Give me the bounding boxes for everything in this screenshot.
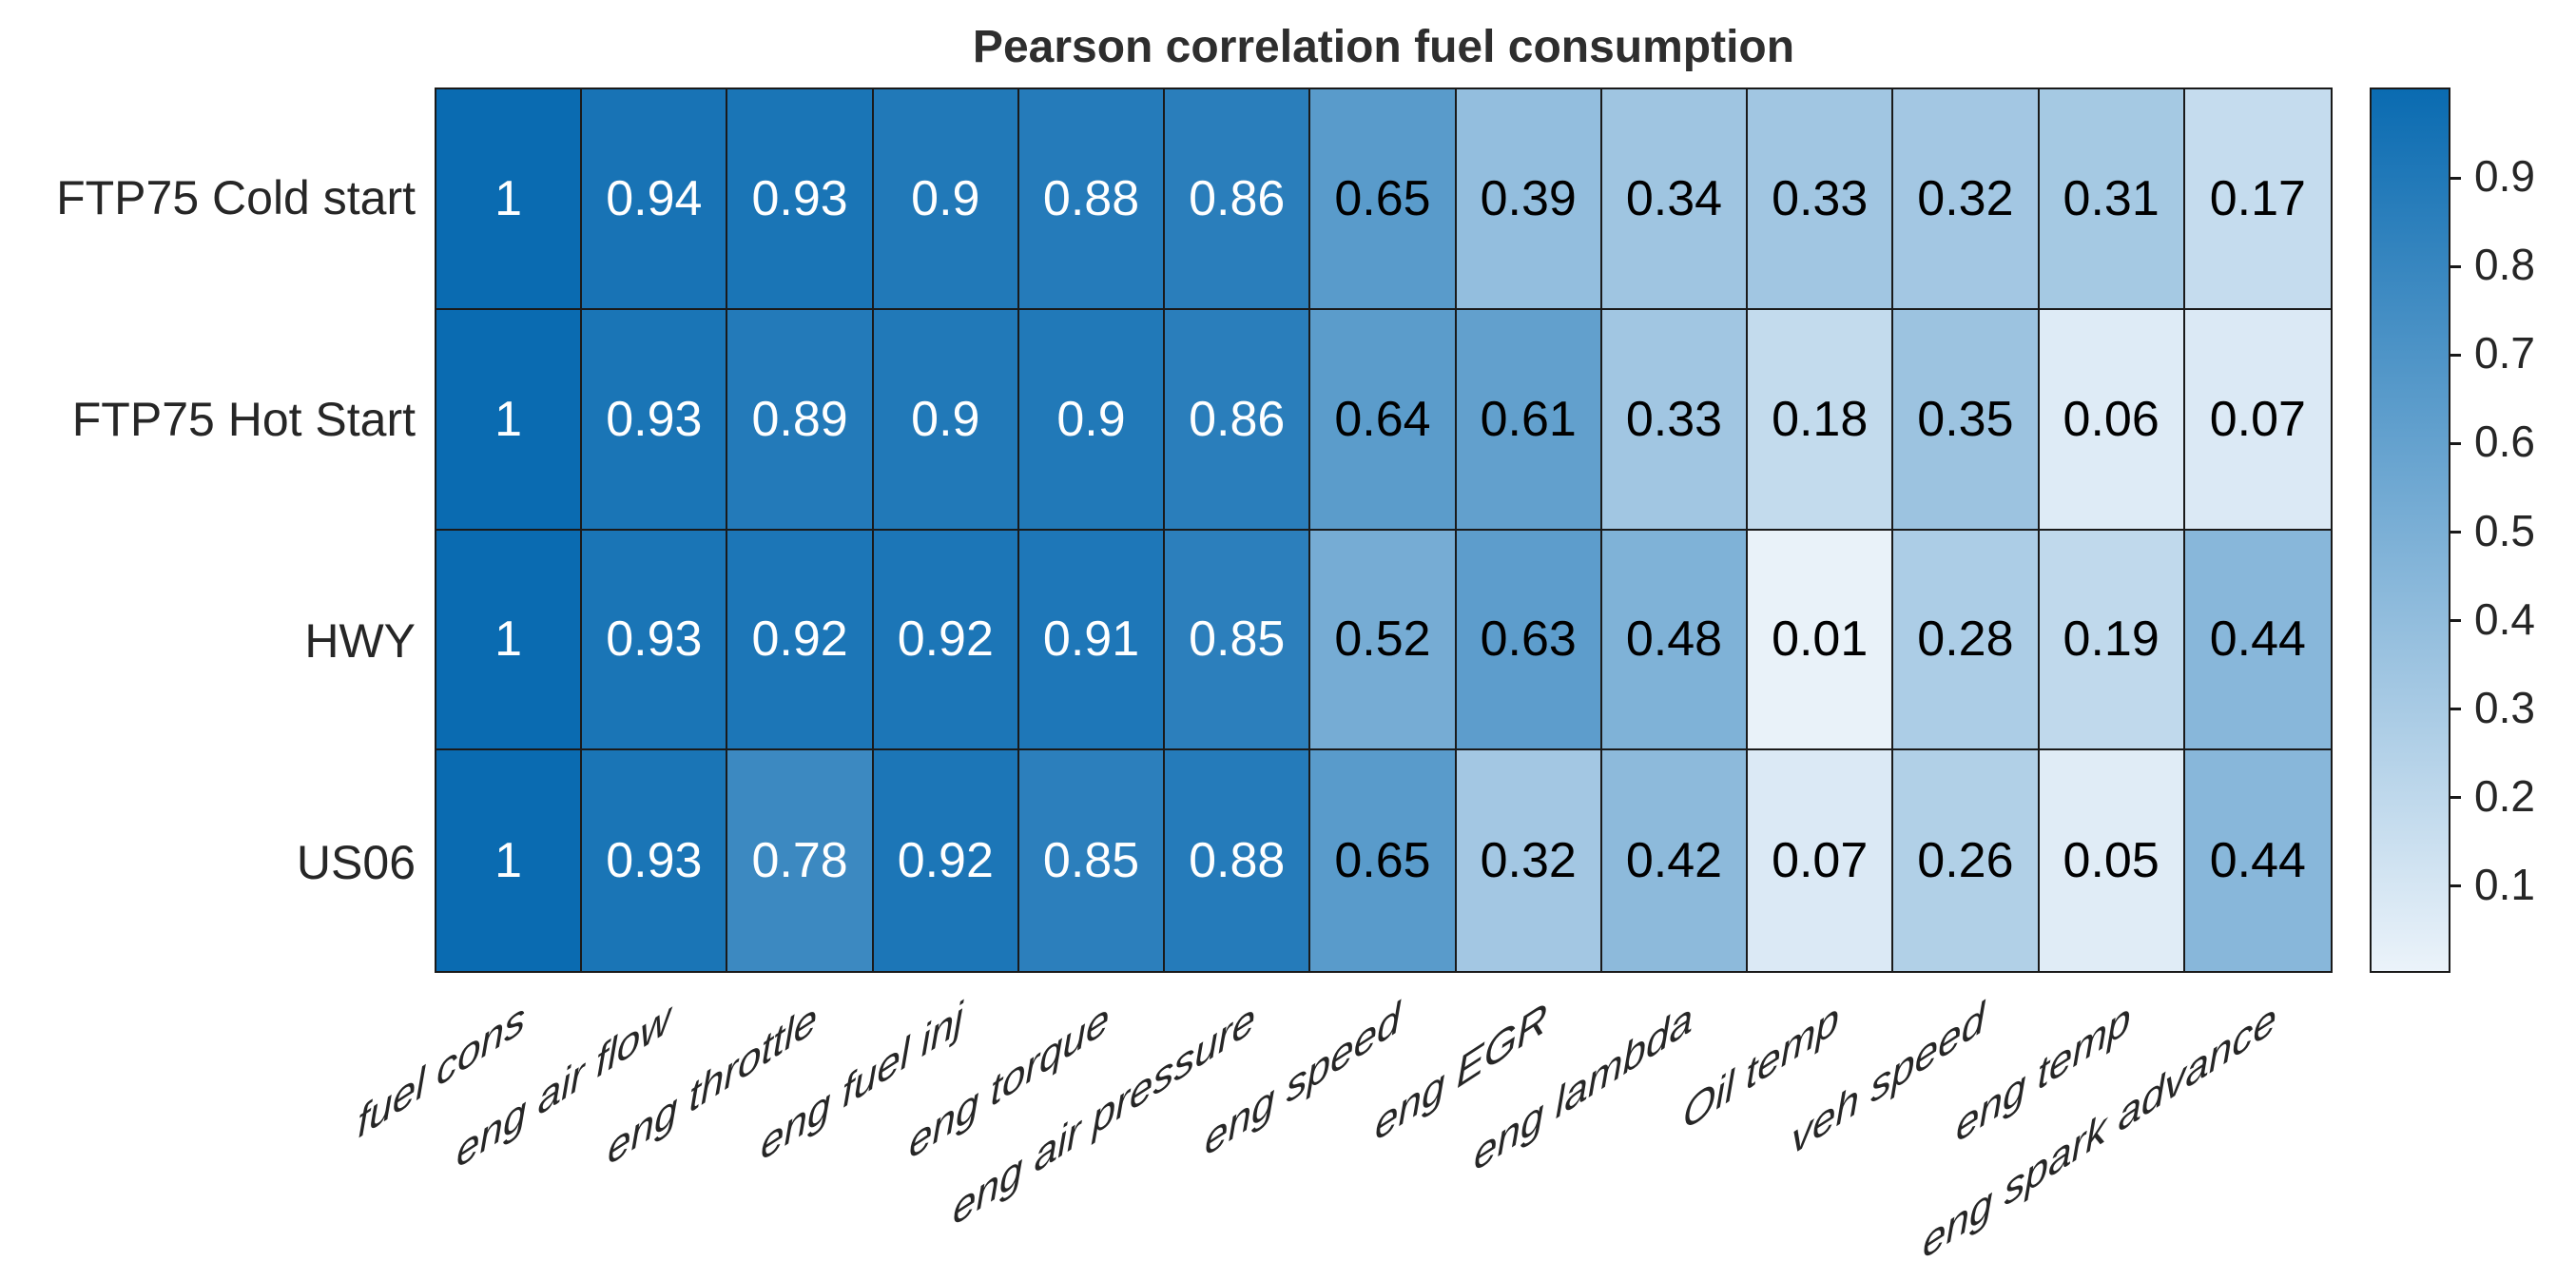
colorbar-tick	[2449, 708, 2461, 711]
colorbar-tick	[2449, 796, 2461, 800]
heatmap-cell: 0.44	[2184, 750, 2331, 971]
heatmap-cell: 0.9	[873, 89, 1019, 310]
colorbar-tick-label: 0.5	[2474, 505, 2535, 555]
heatmap-cell: 0.86	[1165, 309, 1311, 531]
colorbar-tick-label: 0.2	[2474, 770, 2535, 821]
heatmap-cell: 0.32	[1456, 750, 1602, 971]
heatmap-cell: 0.78	[727, 750, 874, 971]
heatmap-cell: 0.26	[1893, 750, 2040, 971]
colorbar-tick-label: 0.8	[2474, 240, 2535, 290]
heatmap-cell: 1	[436, 530, 583, 751]
heatmap-cell: 0.17	[2184, 89, 2331, 310]
heatmap-grid: 1 0.94 0.93 0.9 0.88 0.86 0.65 0.39 0.34 0.33 0.32…	[435, 87, 2333, 973]
heatmap-cell: 0.35	[1893, 309, 2040, 531]
heatmap-cell: 0.91	[1018, 530, 1166, 751]
chart-title: Pearson correlation fuel consumption	[972, 22, 1795, 72]
heatmap-cell: 0.07	[2184, 309, 2331, 531]
heatmap-cell: 0.61	[1456, 309, 1602, 531]
heatmap-cell: 0.28	[1893, 530, 2040, 751]
heatmap-cell: 0.85	[1165, 530, 1311, 751]
heatmap-cell: 0.92	[873, 530, 1019, 751]
heatmap-cell: 0.93	[582, 530, 728, 751]
heatmap-cell: 0.33	[1748, 89, 1894, 310]
heatmap-cell: 0.32	[1893, 89, 2040, 310]
heatmap-cell: 0.44	[2184, 530, 2331, 751]
heatmap-cell: 0.94	[582, 89, 728, 310]
heatmap-cell: 1	[436, 750, 583, 971]
heatmap-cell: 0.92	[727, 530, 874, 751]
colorbar-tick	[2449, 176, 2461, 180]
heatmap-cell: 0.65	[1310, 750, 1457, 971]
heatmap-cell: 0.93	[582, 750, 728, 971]
heatmap-cell: 0.48	[1601, 530, 1749, 751]
heatmap-cell: 0.88	[1018, 89, 1166, 310]
colorbar	[2370, 87, 2461, 973]
heatmap-cell: 0.06	[2039, 309, 2185, 531]
column-label: eng spark advance	[1923, 993, 2277, 1262]
heatmap-cell: 0.65	[1310, 89, 1457, 310]
heatmap-cell: 0.93	[582, 309, 728, 531]
heatmap-cell: 0.88	[1165, 750, 1311, 971]
heatmap-cell: 0.07	[1748, 750, 1894, 971]
heatmap-cell: 0.42	[1601, 750, 1749, 971]
heatmap-cell: 0.52	[1310, 530, 1457, 751]
row-label: US06	[296, 835, 416, 889]
heatmap-cell: 1	[436, 89, 583, 310]
heatmap-cell: 0.86	[1165, 89, 1311, 310]
colorbar-tick-label: 0.1	[2474, 859, 2535, 909]
colorbar-tick-label: 0.6	[2474, 417, 2535, 467]
row-label: HWY	[304, 613, 416, 668]
heatmap-cell: 0.85	[1018, 750, 1166, 971]
heatmap-cell: 0.9	[873, 309, 1019, 531]
colorbar-tick	[2449, 264, 2461, 268]
heatmap-cell: 0.34	[1601, 89, 1749, 310]
heatmap-cell: 0.93	[727, 89, 874, 310]
colorbar-tick-label: 0.4	[2474, 593, 2535, 644]
colorbar-tick	[2449, 353, 2461, 357]
colorbar-tick	[2449, 884, 2461, 888]
heatmap-cell: 0.31	[2039, 89, 2185, 310]
colorbar-tick-label: 0.3	[2474, 682, 2535, 732]
row-label: FTP75 Cold start	[56, 171, 416, 225]
heatmap-cell: 0.05	[2039, 750, 2185, 971]
row-label: FTP75 Hot Start	[71, 393, 416, 447]
heatmap-cell: 0.19	[2039, 530, 2185, 751]
colorbar-tick	[2449, 531, 2461, 534]
colorbar-tick-label: 0.7	[2474, 328, 2535, 379]
heatmap-cell: 0.92	[873, 750, 1019, 971]
heatmap-cell: 0.01	[1748, 530, 1894, 751]
heatmap-cell: 1	[436, 309, 583, 531]
heatmap-cell: 0.89	[727, 309, 874, 531]
heatmap-cell: 0.39	[1456, 89, 1602, 310]
heatmap-cell: 0.64	[1310, 309, 1457, 531]
colorbar-tick	[2449, 441, 2461, 445]
colorbar-tick	[2449, 619, 2461, 623]
heatmap-cell: 0.63	[1456, 530, 1602, 751]
heatmap-cell: 0.9	[1018, 309, 1166, 531]
heatmap-cell: 0.18	[1748, 309, 1894, 531]
heatmap-cell: 0.33	[1601, 309, 1749, 531]
colorbar-tick-label: 0.9	[2474, 151, 2535, 202]
